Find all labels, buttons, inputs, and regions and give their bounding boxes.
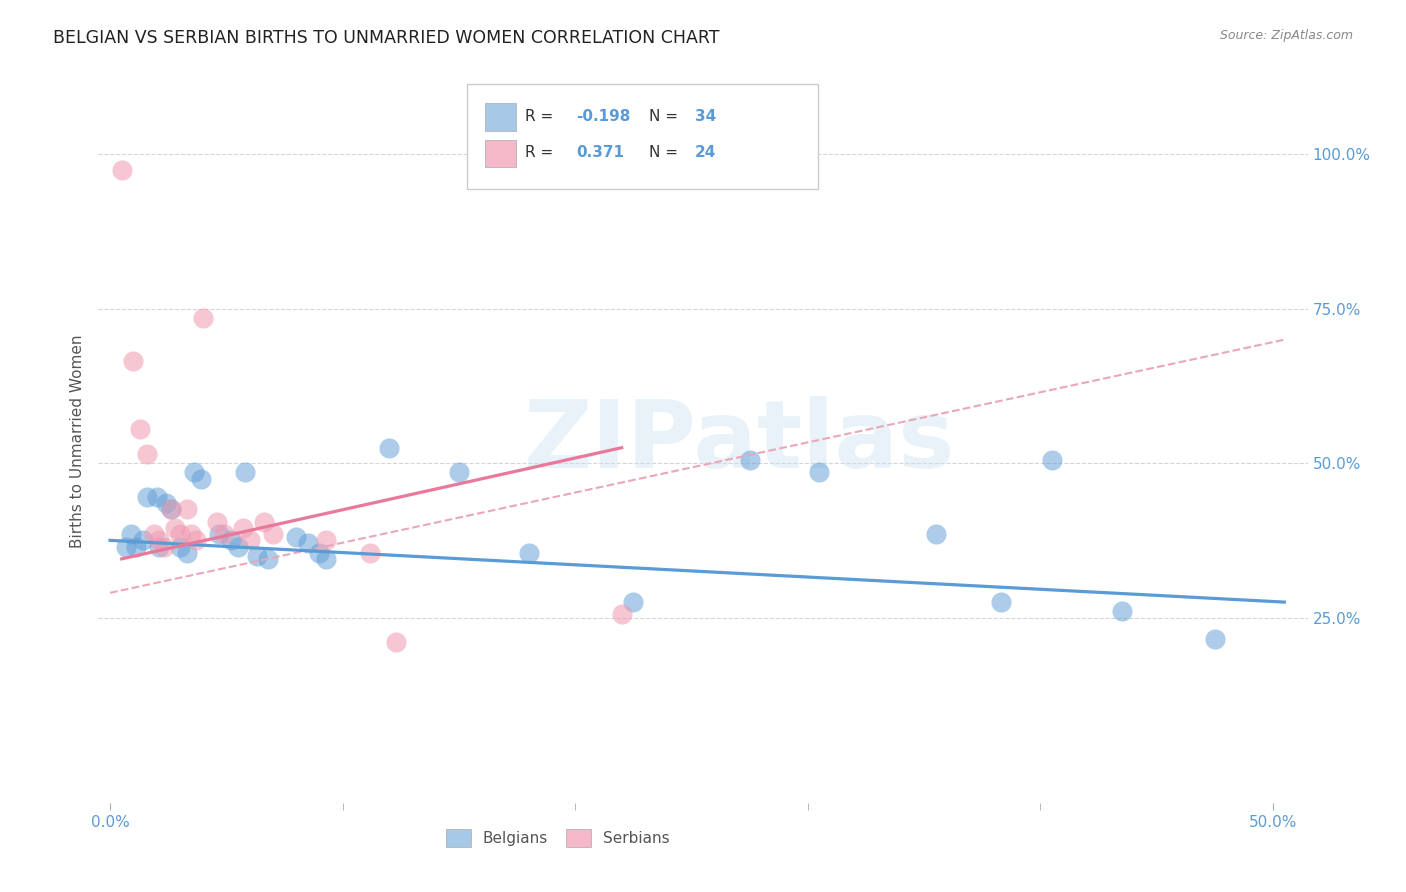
Point [183,466,205,480]
Point [176,502,198,516]
Point [169,527,191,541]
Point [232,521,254,535]
Point [152,540,174,554]
Text: N =: N = [648,109,682,124]
Point [219,533,242,548]
Point [191,311,214,326]
Point [239,533,262,548]
Point [124,540,146,554]
Point [205,515,228,529]
Point [1040,453,1063,467]
Point [924,527,946,541]
FancyBboxPatch shape [485,103,516,131]
Point [143,527,166,541]
Point [1111,604,1133,618]
Point [1204,632,1226,647]
Point [145,490,167,504]
Text: 24: 24 [695,145,716,160]
Point [155,496,177,510]
Point [169,540,191,554]
Point [212,527,235,541]
Point [165,521,187,535]
Point [136,447,159,461]
Point [148,540,170,554]
Point [159,502,181,516]
Point [190,472,212,486]
Point [315,552,337,566]
Text: ZIPatlas: ZIPatlas [523,395,955,488]
Point [621,595,644,609]
Point [176,546,198,560]
FancyBboxPatch shape [467,84,818,189]
Point [180,527,202,541]
Point [315,533,337,548]
Point [297,536,319,550]
Y-axis label: Births to Unmarried Women: Births to Unmarried Women [69,334,84,549]
Point [129,422,152,436]
Text: R =: R = [526,109,558,124]
Point [385,635,408,649]
Point [738,453,761,467]
Text: 34: 34 [695,109,716,124]
Point [447,466,470,480]
Text: Source: ZipAtlas.com: Source: ZipAtlas.com [1219,29,1353,42]
Point [378,441,401,455]
Legend: Belgians, Serbians: Belgians, Serbians [440,823,676,853]
Text: N =: N = [648,145,682,160]
Point [257,552,280,566]
Point [252,515,274,529]
Point [120,527,142,541]
Point [245,549,267,563]
Point [184,533,207,548]
Point [360,546,382,560]
Point [226,540,249,554]
Point [208,527,231,541]
Point [517,546,540,560]
Point [262,527,284,541]
Point [111,162,134,177]
Point [122,354,145,368]
Point [308,546,330,560]
Point [808,466,831,480]
Text: 0.371: 0.371 [576,145,624,160]
Point [990,595,1012,609]
Text: R =: R = [526,145,564,160]
Text: BELGIAN VS SERBIAN BIRTHS TO UNMARRIED WOMEN CORRELATION CHART: BELGIAN VS SERBIAN BIRTHS TO UNMARRIED W… [53,29,720,46]
Point [610,607,633,622]
Point [115,540,138,554]
FancyBboxPatch shape [485,139,516,167]
Point [131,533,153,548]
Point [148,533,170,548]
Text: -0.198: -0.198 [576,109,630,124]
Point [233,466,256,480]
Point [159,502,181,516]
Point [136,490,159,504]
Point [285,530,308,544]
